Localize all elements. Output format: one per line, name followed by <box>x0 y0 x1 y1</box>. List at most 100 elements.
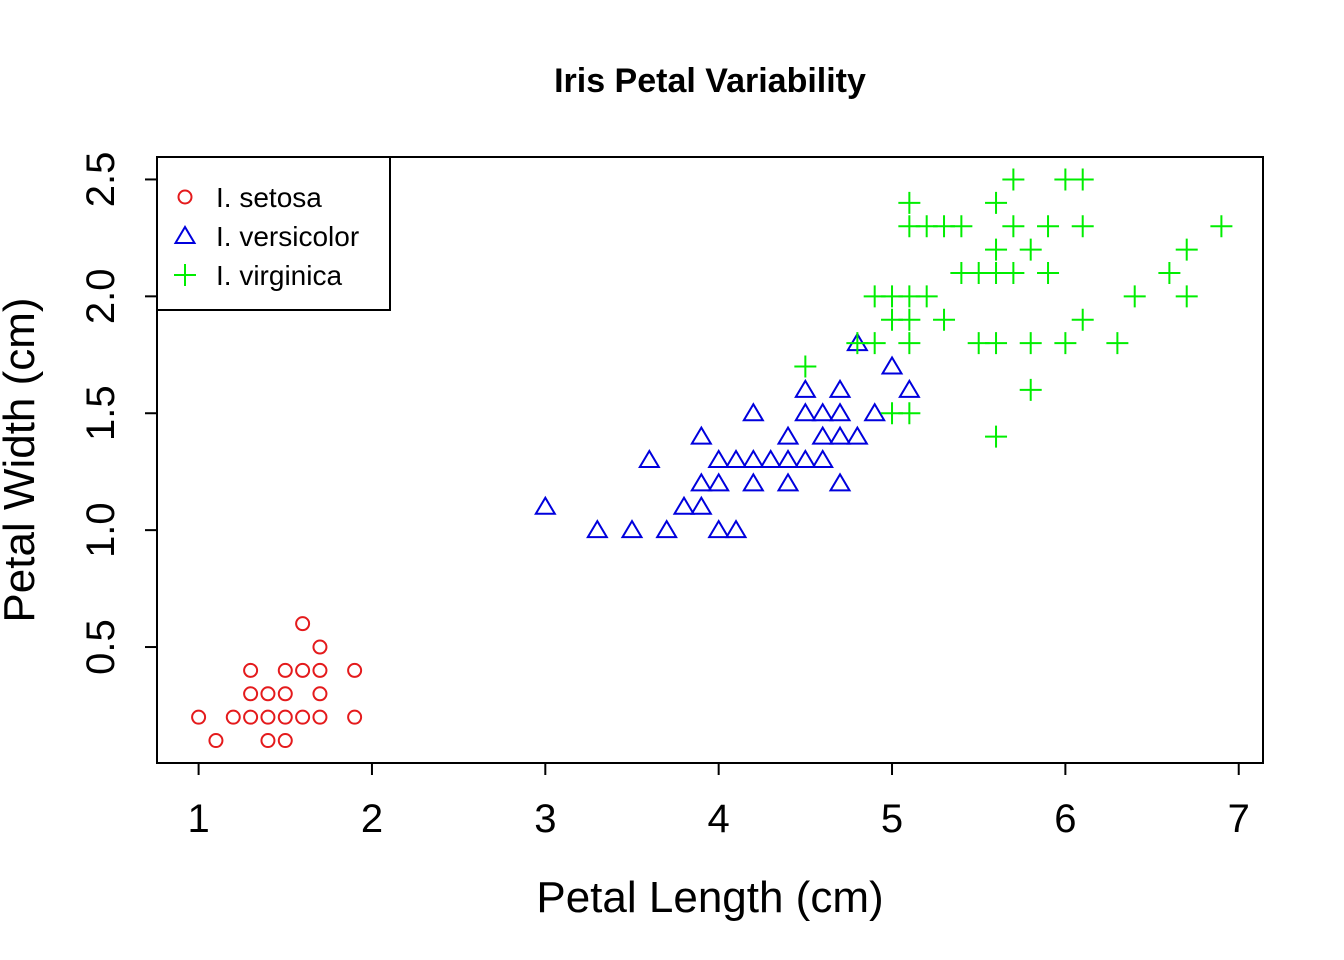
data-point <box>1002 168 1025 191</box>
data-point <box>742 472 765 492</box>
data-point <box>1019 238 1042 261</box>
data-point <box>794 378 817 398</box>
data-point <box>794 449 817 468</box>
data-point <box>1002 261 1025 284</box>
x-axis-title: Petal Length (cm) <box>536 873 883 922</box>
data-points <box>191 168 1233 749</box>
data-point <box>1054 332 1077 355</box>
y-tick-label: 2.5 <box>79 152 123 208</box>
data-point <box>1037 215 1060 238</box>
data-point <box>724 519 748 539</box>
y-axis-title: Petal Width (cm) <box>0 297 44 622</box>
data-point <box>950 215 973 238</box>
y-tick-label: 1.5 <box>79 385 123 441</box>
data-point <box>828 472 852 492</box>
chart-title: Iris Petal Variability <box>554 62 866 100</box>
data-point <box>776 449 800 468</box>
data-point <box>1037 261 1060 284</box>
data-point <box>1002 215 1025 238</box>
legend: I. setosa I. versicolor I. virginica <box>156 156 391 311</box>
data-point <box>776 425 800 445</box>
data-point <box>312 639 328 655</box>
legend-label: I. versicolor <box>216 221 359 252</box>
data-point <box>1019 378 1042 401</box>
data-point <box>295 662 311 678</box>
data-point <box>707 449 730 468</box>
data-point <box>260 709 276 725</box>
data-point <box>295 709 311 725</box>
data-point <box>898 332 921 355</box>
data-point <box>277 686 293 702</box>
data-point <box>690 495 713 515</box>
legend-marker <box>174 264 196 286</box>
data-point <box>707 519 730 539</box>
data-point <box>985 238 1008 261</box>
data-point <box>828 378 852 398</box>
data-point <box>898 308 921 331</box>
data-point <box>985 425 1008 448</box>
data-point <box>638 449 661 468</box>
x-tick-label: 4 <box>708 797 730 841</box>
data-point <box>880 355 904 375</box>
data-point <box>295 616 311 632</box>
y-tick-label: 2.0 <box>79 269 123 325</box>
data-point <box>828 402 852 422</box>
data-point <box>1071 168 1094 191</box>
data-point <box>811 402 834 422</box>
legend-marker <box>173 225 197 244</box>
data-point <box>794 402 817 422</box>
data-point <box>1175 238 1198 261</box>
data-point <box>742 402 765 422</box>
data-point <box>690 425 713 445</box>
data-point <box>312 662 328 678</box>
data-point <box>1071 215 1094 238</box>
y-tick-label: 1.0 <box>79 502 123 558</box>
data-point <box>828 425 852 445</box>
y-axis: 0.5 1.0 1.5 2.0 2.5 <box>79 152 158 675</box>
x-tick-label: 7 <box>1228 797 1250 841</box>
data-point <box>1175 285 1198 308</box>
data-point <box>277 662 293 678</box>
data-point <box>933 308 956 331</box>
data-point <box>690 472 713 492</box>
data-point <box>898 402 921 425</box>
x-tick-label: 6 <box>1054 797 1076 841</box>
data-point <box>1210 215 1233 238</box>
data-point <box>672 495 696 515</box>
data-point <box>347 662 363 678</box>
data-point <box>277 709 293 725</box>
data-point <box>811 449 834 468</box>
data-point <box>260 686 276 702</box>
data-point <box>863 332 886 355</box>
data-point <box>277 733 293 749</box>
data-point <box>794 355 817 378</box>
data-point <box>208 733 224 749</box>
data-point <box>534 495 557 515</box>
x-axis: 1 2 3 4 5 6 7 <box>187 762 1250 841</box>
x-tick-label: 2 <box>361 797 383 841</box>
data-point <box>191 709 207 725</box>
data-point <box>243 686 259 702</box>
data-point <box>811 425 834 445</box>
x-tick-label: 3 <box>534 797 556 841</box>
data-point <box>260 733 276 749</box>
x-tick-label: 1 <box>187 797 209 841</box>
data-point <box>243 709 259 725</box>
data-point <box>776 472 800 492</box>
data-point <box>620 519 644 539</box>
data-point <box>243 662 259 678</box>
data-point <box>1106 332 1129 355</box>
data-point <box>312 709 328 725</box>
y-tick-label: 0.5 <box>79 619 123 675</box>
data-point <box>707 472 730 492</box>
data-point <box>985 191 1008 214</box>
x-tick-label: 5 <box>881 797 903 841</box>
legend-label: I. setosa <box>216 182 322 213</box>
data-point <box>846 425 869 445</box>
data-point <box>759 449 782 468</box>
data-point <box>586 519 609 539</box>
data-point <box>655 519 678 539</box>
data-point <box>1071 308 1094 331</box>
data-point <box>898 191 921 214</box>
